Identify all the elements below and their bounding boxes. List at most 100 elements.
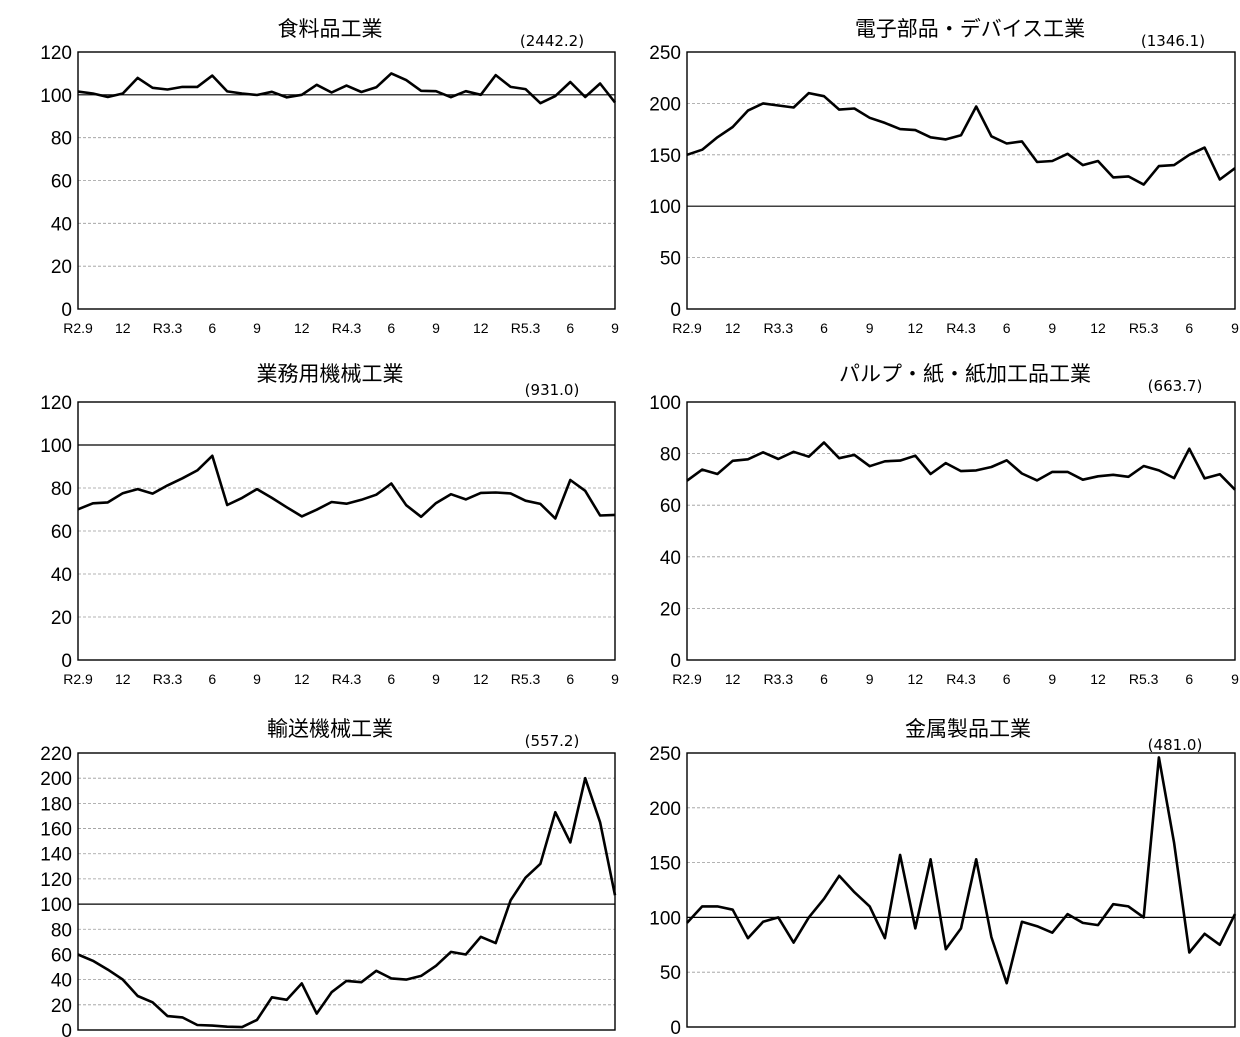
data-point [1219, 944, 1222, 947]
y-tick-label: 80 [660, 445, 681, 466]
data-point [838, 875, 841, 878]
chart-note: (2442.2) [520, 32, 584, 50]
data-point [480, 94, 483, 97]
data-point [929, 136, 932, 139]
data-point [1051, 931, 1054, 934]
data-point [509, 899, 512, 902]
plot-frame [77, 51, 616, 310]
data-point [808, 916, 811, 919]
chart-title: 輸送機械工業 [267, 717, 393, 741]
data-point [838, 457, 841, 460]
data-point [196, 469, 199, 472]
y-tick-label: 100 [649, 197, 681, 218]
x-tick-label: 12 [1090, 671, 1106, 687]
data-point [929, 858, 932, 861]
data-point [301, 94, 304, 97]
x-tick-label: 9 [1048, 320, 1056, 336]
x-tick-label: 6 [820, 671, 828, 687]
data-point [151, 492, 154, 495]
data-point [136, 488, 139, 491]
data-point [315, 1012, 318, 1015]
data-point [465, 90, 468, 93]
data-point [1127, 905, 1130, 908]
x-tick-label: R3.3 [153, 320, 183, 336]
data-point [747, 458, 750, 461]
y-tick-label: 0 [670, 651, 681, 672]
x-tick-label: 6 [1003, 671, 1011, 687]
data-point [1082, 164, 1085, 167]
data-point [569, 841, 572, 844]
data-point [241, 497, 244, 500]
data-point [808, 455, 811, 458]
data-point [345, 502, 348, 505]
x-tick-label: 12 [473, 671, 489, 687]
data-point [716, 473, 719, 476]
data-point [241, 1026, 244, 1029]
data-point [1097, 475, 1100, 478]
data-point [899, 854, 902, 857]
data-point [1188, 154, 1191, 157]
y-tick-label: 100 [649, 393, 681, 414]
data-point [731, 908, 734, 911]
series-line [77, 776, 617, 1029]
y-tick-label: 0 [61, 1021, 72, 1037]
series-line [77, 454, 616, 520]
data-point [599, 821, 602, 824]
data-point [1021, 472, 1024, 475]
data-point [1203, 146, 1206, 149]
data-point [480, 936, 483, 939]
data-point [701, 148, 704, 151]
data-point [899, 128, 902, 131]
x-tick-label: R3.3 [764, 671, 794, 687]
chart-svg-electronics: 電子部品・デバイス工業 (1346.1) 0 50 100 150 200 250 R2.9… [649, 17, 1239, 336]
data-point [792, 451, 795, 454]
data-point [1173, 842, 1176, 845]
data-point [1036, 161, 1039, 164]
y-tick-label: 40 [51, 214, 72, 235]
data-point [1051, 471, 1054, 474]
x-tick-label: R4.3 [332, 671, 362, 687]
data-point [1066, 913, 1069, 916]
data-point [1082, 478, 1085, 481]
y-tick-label: 200 [649, 799, 681, 820]
data-point [914, 129, 917, 132]
data-point [494, 491, 497, 494]
x-tick-label: 12 [725, 320, 741, 336]
data-point [345, 84, 348, 87]
x-tick-label: 6 [208, 671, 216, 687]
data-point [554, 95, 557, 98]
data-point [315, 84, 318, 87]
chart-panel-transport: 輸送機械工業 (557.2) 0 20 40 60 80 100 120 140 160 180 2… [0, 690, 620, 1037]
data-point [405, 978, 408, 981]
y-tick-label: 100 [40, 436, 72, 457]
data-point [181, 86, 184, 89]
x-tick-label: 9 [1048, 671, 1056, 687]
data-point [226, 1025, 229, 1028]
y-tick-label: 200 [649, 94, 681, 115]
data-point [375, 86, 378, 89]
x-tick-label: 6 [387, 320, 395, 336]
plot-frame [77, 752, 616, 1031]
x-tick-label: 9 [611, 671, 619, 687]
data-point [196, 86, 199, 89]
data-point [1097, 160, 1100, 163]
y-tick-label: 120 [40, 43, 72, 64]
y-tick-label: 250 [649, 43, 681, 64]
x-tick-label: 12 [294, 320, 310, 336]
data-point [731, 460, 734, 463]
data-point [1082, 922, 1085, 925]
x-tick-label: R5.3 [511, 671, 541, 687]
data-point [241, 92, 244, 95]
data-point [211, 1024, 214, 1027]
data-point [762, 921, 765, 924]
data-point [256, 94, 259, 97]
data-point [136, 995, 139, 998]
y-tick-label: 0 [61, 651, 72, 672]
chart-note: (931.0) [525, 381, 580, 399]
data-point [1036, 925, 1039, 928]
data-point [330, 991, 333, 994]
y-tick-label: 20 [51, 257, 72, 278]
data-point [539, 102, 542, 105]
data-point [360, 981, 363, 984]
